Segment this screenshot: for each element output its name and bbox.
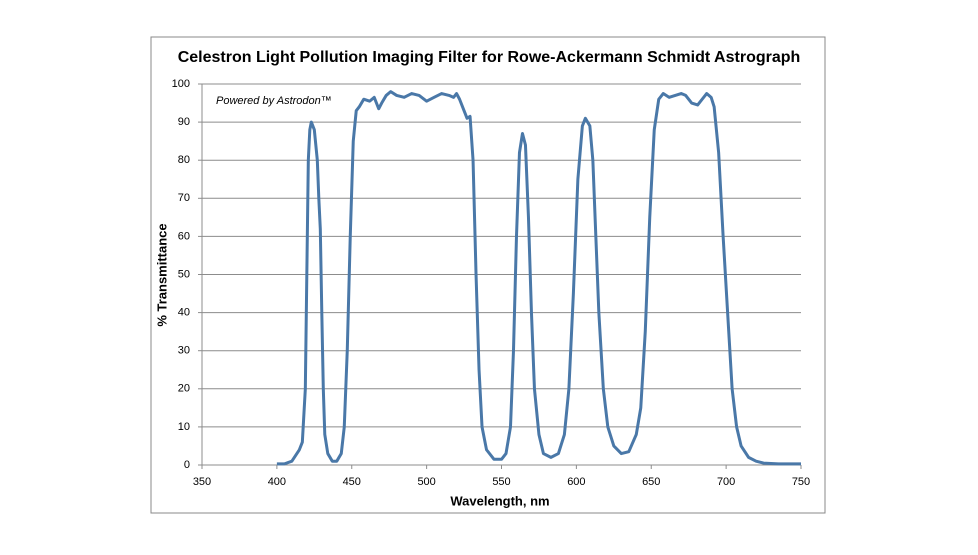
y-tick-label: 10 (178, 421, 190, 433)
y-tick-label: 40 (178, 307, 190, 319)
x-tick-label: 500 (417, 476, 435, 488)
y-tick-label: 60 (178, 230, 190, 242)
chart-title: Celestron Light Pollution Imaging Filter… (178, 49, 801, 66)
y-tick-label: 50 (178, 268, 190, 280)
x-tick-label: 600 (567, 476, 585, 488)
y-tick-label: 80 (178, 154, 190, 166)
y-tick-label: 70 (178, 192, 190, 204)
y-tick-label: 100 (172, 78, 190, 90)
x-tick-label: 750 (792, 476, 810, 488)
x-tick-label: 350 (193, 476, 211, 488)
x-tick-label: 550 (492, 476, 510, 488)
x-tick-label: 700 (717, 476, 735, 488)
x-axis-label: Wavelength, nm (450, 493, 549, 508)
x-tick-label: 450 (343, 476, 361, 488)
x-tick-label: 400 (268, 476, 286, 488)
y-tick-label: 90 (178, 116, 190, 128)
annotation: Powered by Astrodon™ (216, 95, 332, 107)
series-line (276, 90, 801, 466)
y-axis-label: % Transmittance (154, 223, 169, 326)
x-tick-label: 650 (642, 476, 660, 488)
y-tick-label: 0 (184, 459, 190, 471)
y-tick-label: 20 (178, 383, 190, 395)
y-tick-label: 30 (178, 345, 190, 357)
